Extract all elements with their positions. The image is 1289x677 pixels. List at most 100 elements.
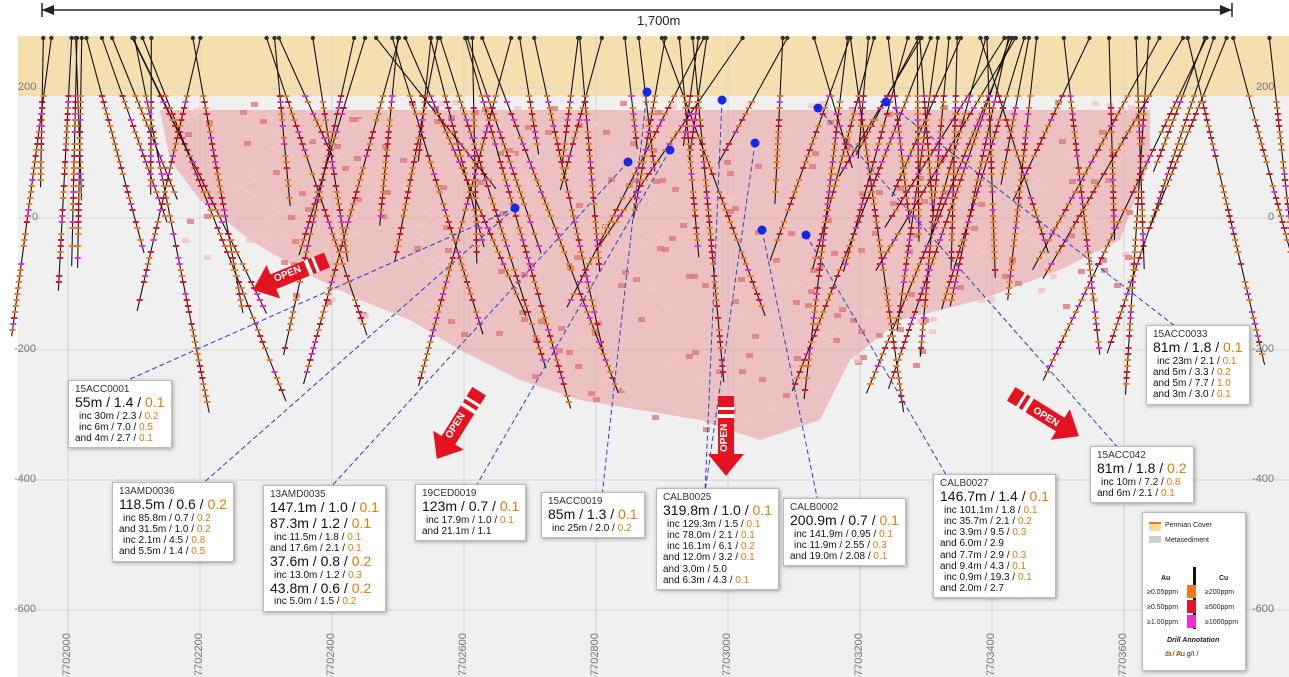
block-cell bbox=[858, 329, 865, 334]
drillhole-trace bbox=[813, 37, 853, 169]
collar-marker bbox=[955, 35, 960, 41]
collar-marker bbox=[198, 35, 203, 41]
block-cell bbox=[182, 238, 189, 243]
collar-marker bbox=[1002, 35, 1007, 41]
block-cell bbox=[574, 255, 581, 260]
drillhole-trace bbox=[1042, 37, 1184, 280]
block-cell bbox=[275, 129, 282, 134]
elevation-label-right: 0 bbox=[1268, 211, 1275, 223]
intercept-line: and 9.4m / 4.3 / 0.1 bbox=[940, 560, 1027, 572]
block-cell bbox=[852, 352, 859, 357]
block-cell bbox=[558, 326, 565, 331]
collar-marker bbox=[1211, 35, 1216, 41]
collar-marker bbox=[403, 35, 408, 41]
block-cell bbox=[978, 298, 985, 303]
intercept-line: 81m / 1.8 / 0.1 bbox=[1153, 339, 1243, 356]
open-arrow: OPEN bbox=[706, 396, 746, 476]
block-cell bbox=[260, 119, 267, 124]
block-cell bbox=[858, 248, 865, 253]
block-cell bbox=[893, 144, 900, 149]
block-cell bbox=[953, 220, 960, 225]
block-cell bbox=[1069, 179, 1076, 184]
intercept-line: inc 101.1m / 1.8 / 0.1 bbox=[944, 504, 1038, 516]
intercept-line: 146.7m / 1.4 / 0.1 bbox=[940, 488, 1049, 505]
block-cell bbox=[204, 255, 211, 260]
au-row: ≥1.00ppm bbox=[1147, 619, 1179, 626]
drillhole-trace bbox=[464, 37, 572, 409]
block-cell bbox=[521, 317, 528, 322]
collar-marker bbox=[480, 35, 485, 41]
block-cell bbox=[593, 397, 600, 402]
collar-marker bbox=[780, 35, 785, 41]
intercept-line: and 7.7m / 2.9 / 0.3 bbox=[940, 549, 1027, 561]
block-cell bbox=[746, 353, 753, 358]
block-cell bbox=[876, 333, 883, 338]
block-cell bbox=[839, 307, 846, 312]
block-cell bbox=[1116, 159, 1123, 164]
open-arrow: OPEN bbox=[245, 241, 334, 308]
collar-marker bbox=[847, 35, 853, 41]
block-cell bbox=[532, 374, 539, 379]
block-cell bbox=[665, 363, 672, 368]
drillhole-trace bbox=[133, 37, 210, 413]
block-cell bbox=[930, 317, 937, 322]
collar-marker bbox=[132, 35, 137, 41]
intercept-line: inc 11.9m / 2.55 / 0.3 bbox=[794, 540, 887, 552]
block-cell bbox=[1122, 252, 1129, 257]
drill-callout: 15ACC0001 55m / 1.4 / 0.1 inc 30m / 2.3 / … bbox=[68, 380, 172, 449]
block-cell bbox=[1038, 288, 1045, 293]
block-cell bbox=[438, 101, 445, 106]
block-cell bbox=[1092, 101, 1099, 106]
block-cell bbox=[1091, 179, 1098, 184]
intercept-line: inc 3.9m / 9.5 / 0.3 bbox=[944, 527, 1027, 539]
block-cell bbox=[340, 149, 347, 154]
drill-hole-id: 13AMD0036 bbox=[119, 486, 175, 497]
leader-line bbox=[109, 207, 516, 389]
drillhole-trace bbox=[986, 37, 996, 278]
au-row: ≥0.50ppm bbox=[1147, 604, 1179, 611]
block-cell bbox=[633, 277, 640, 282]
open-arrow: OPEN bbox=[1000, 377, 1089, 453]
cu-row: ≥200ppm bbox=[1205, 589, 1235, 596]
block-cell bbox=[382, 144, 389, 149]
drillhole-trace bbox=[624, 37, 638, 149]
collar-marker bbox=[79, 35, 84, 41]
block-cell bbox=[1018, 240, 1025, 245]
drillhole-trace bbox=[566, 37, 705, 308]
block-cell bbox=[897, 186, 904, 191]
northing-label: 7702800 bbox=[589, 633, 601, 676]
intercept-line: 37.6m / 0.8 / 0.2 bbox=[270, 552, 372, 569]
block-cell bbox=[778, 182, 785, 187]
block-cell bbox=[1063, 304, 1070, 309]
block-cell bbox=[624, 152, 631, 157]
block-cell bbox=[1032, 182, 1039, 187]
cu-row: ≥1000ppm bbox=[1205, 619, 1239, 626]
collar-marker bbox=[374, 35, 379, 41]
block-cell bbox=[918, 319, 925, 324]
northing-label: 7702400 bbox=[325, 633, 337, 676]
drill-callout: 13AMD0035 147.1m / 1.0 / 0.1 87.3m / 1.2 /… bbox=[263, 485, 386, 612]
block-cell bbox=[860, 355, 867, 360]
block-cell bbox=[602, 187, 609, 192]
cover-label: Permian Cover bbox=[1165, 522, 1212, 529]
block-cell bbox=[244, 141, 251, 146]
northing-label: 7702600 bbox=[457, 633, 469, 676]
intercept-line: and 5m / 7.7 / 1.0 bbox=[1153, 378, 1231, 390]
block-cell bbox=[620, 101, 627, 106]
collar-marker bbox=[428, 35, 434, 41]
block-cell bbox=[576, 203, 583, 208]
drillhole-trace bbox=[1000, 37, 1030, 185]
open-label: OPEN bbox=[719, 423, 730, 452]
block-cell bbox=[525, 125, 532, 130]
block-cell bbox=[944, 239, 951, 244]
elevation-label-right: -400 bbox=[1252, 473, 1275, 485]
block-cell bbox=[691, 274, 698, 279]
block-cell bbox=[723, 302, 730, 307]
collar-marker bbox=[69, 35, 74, 41]
drillhole-trace bbox=[950, 37, 958, 270]
drillhole-trace bbox=[1187, 37, 1266, 365]
block-cell bbox=[1113, 194, 1120, 199]
block-cell bbox=[693, 148, 700, 153]
drillhole-trace bbox=[1232, 37, 1289, 249]
block-cell bbox=[508, 153, 515, 158]
